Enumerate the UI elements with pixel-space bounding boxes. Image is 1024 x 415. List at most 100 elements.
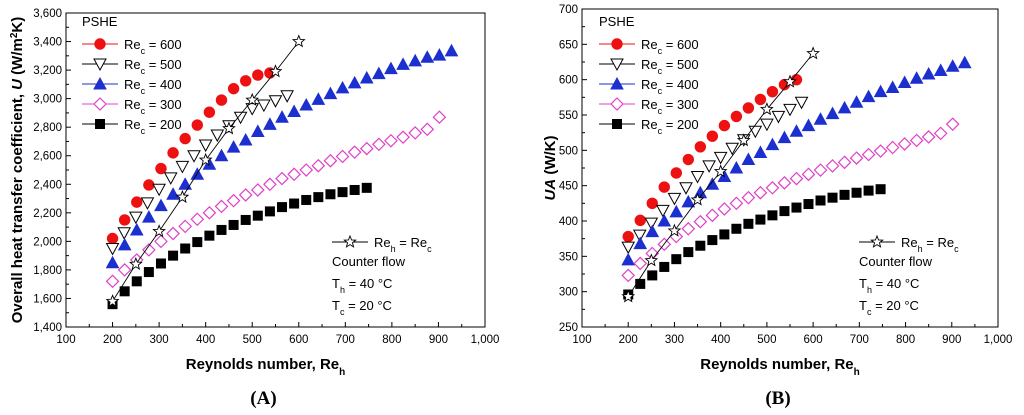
data-point-square [228, 219, 239, 230]
x-axis-label: Reynolds number, Reh [700, 356, 859, 378]
data-point-triangle-up [129, 222, 144, 236]
data-point-triangle-up [753, 145, 768, 158]
x-tick-label: 100 [56, 334, 75, 346]
data-point-triangle-up [921, 66, 936, 80]
series-diamond [105, 110, 447, 289]
data-point-triangle-down [245, 103, 260, 116]
legend-label-re-h-equals-re-c: Reh = Rec [901, 235, 959, 254]
data-point-square [216, 224, 227, 235]
data-point-diamond [753, 185, 768, 200]
y-axis-label: Overall heat transfer coefficient, U (W/… [9, 17, 27, 323]
y-axis-label: UA (W/K) [542, 136, 559, 201]
data-point-diamond [275, 171, 289, 186]
data-point-triangle-up [250, 124, 265, 137]
data-point-diamond [335, 149, 350, 164]
data-point-triangle-up [238, 132, 253, 146]
data-point-triangle-up [299, 98, 314, 111]
series-triangle-up [105, 43, 459, 269]
data-point-diamond [945, 117, 960, 132]
data-point-square [204, 230, 215, 241]
data-point-triangle-down [794, 96, 809, 110]
annotation-flow: Counter flow [332, 254, 406, 269]
data-point-triangle-up [873, 84, 888, 98]
data-point-star-line [222, 121, 236, 135]
data-point-triangle-down [163, 172, 178, 185]
data-point-diamond [885, 140, 900, 155]
chart-panel-b: 100 200 300 400 500 600 700 800 900 1,000 250 300 35… [542, 4, 1012, 409]
series-star-line [105, 34, 306, 308]
x-tick-label: 900 [429, 334, 448, 346]
data-point-triangle-up [105, 255, 120, 269]
data-point-star-line [760, 102, 774, 116]
y-tick-label: 3,600 [33, 8, 62, 20]
data-point-triangle-down [128, 211, 143, 225]
data-point-triangle-up [645, 224, 660, 238]
x-tick-label: 800 [896, 334, 915, 346]
data-point-square [301, 194, 312, 205]
data-point-diamond [921, 130, 936, 144]
data-point-square [719, 229, 730, 240]
data-point-square [851, 187, 862, 198]
legend-marker-star [870, 234, 884, 248]
data-point-star-line [105, 294, 120, 308]
x-tick-label: 500 [243, 334, 262, 346]
data-point-triangle-up [909, 71, 924, 84]
data-point-square [119, 286, 130, 297]
panel-label-a: (A) [250, 388, 276, 409]
data-point-diamond [432, 110, 447, 125]
series-diamond [621, 117, 960, 283]
legend-marker [93, 58, 107, 72]
data-point-circle [730, 110, 743, 123]
x-tick-label: 400 [196, 334, 215, 346]
data-point-diamond [226, 193, 241, 208]
data-point-triangle-down [783, 103, 797, 117]
data-point-triangle-down [690, 170, 705, 184]
data-point-square [671, 254, 682, 265]
data-point-triangle-up [765, 137, 780, 151]
legend-marker-star [343, 234, 357, 248]
data-point-triangle-down [187, 150, 201, 163]
series-triangle-down [105, 90, 294, 256]
series-star-line [621, 46, 820, 303]
data-point-square [337, 187, 348, 198]
data-point-triangle-up [323, 86, 338, 100]
data-point-triangle-up [420, 50, 435, 63]
data-point-triangle-up [729, 160, 744, 174]
x-tick-label: 700 [850, 334, 869, 346]
x-tick-label: 400 [711, 334, 730, 346]
data-point-diamond [873, 144, 888, 158]
data-point-square [240, 214, 251, 225]
data-point-square [313, 192, 324, 203]
annotation-th: Th = 40 °C [332, 276, 392, 295]
data-point-star-line [667, 223, 682, 237]
data-point-triangle-up [945, 59, 960, 72]
data-point-star-line [245, 92, 260, 106]
legend-label: Rec = 300 [124, 97, 182, 116]
data-point-star-line [175, 189, 190, 203]
data-point-circle [143, 179, 155, 191]
y-tick-label: 1,600 [33, 293, 62, 305]
legend-label: Rec = 200 [124, 117, 182, 136]
data-point-triangle-down [632, 229, 647, 243]
data-point-square [731, 223, 742, 234]
data-point-triangle-up [142, 210, 156, 223]
data-point-circle [191, 119, 203, 131]
data-point-diamond [897, 137, 912, 151]
data-point-square [791, 202, 802, 213]
legend-label: Rec = 600 [641, 37, 699, 56]
x-tick-label: 200 [103, 334, 122, 346]
data-point-square [180, 243, 191, 254]
data-point-triangle-up [166, 187, 180, 200]
y-tick-label: 3,400 [33, 37, 62, 49]
data-point-diamond [142, 243, 156, 257]
data-point-diamond [717, 202, 732, 216]
data-point-triangle-down [621, 241, 636, 255]
data-point-circle [706, 130, 719, 142]
data-point-triangle-up [813, 112, 828, 125]
x-tick-label: 700 [336, 334, 355, 346]
data-point-triangle-up [861, 89, 876, 103]
data-point-circle [203, 106, 216, 118]
data-point-diamond [849, 151, 864, 165]
